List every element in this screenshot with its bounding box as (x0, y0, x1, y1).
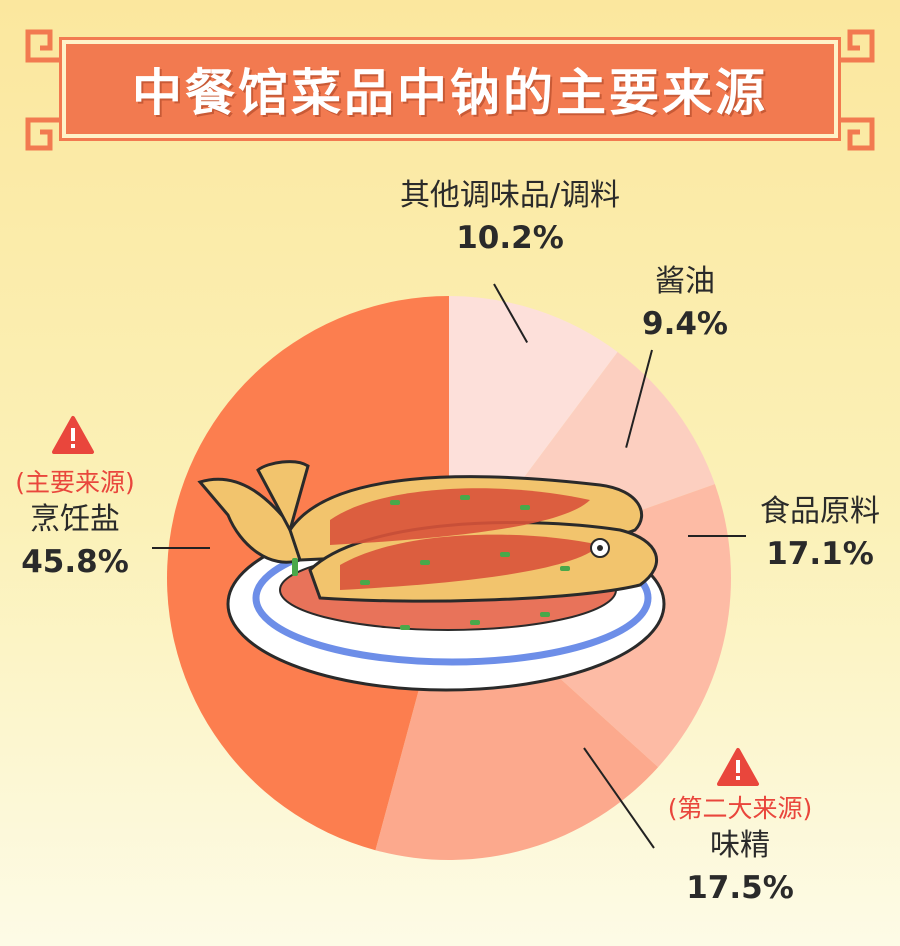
slice-label: 味精 (710, 828, 770, 863)
warning-triangle-icon (717, 748, 759, 786)
warning-triangle-icon (52, 416, 94, 454)
braised-fish-plate-icon (197, 460, 666, 692)
leader-msg (583, 747, 655, 849)
label-cooking-salt: (主要来源) 烹饪盐 45.8% (0, 466, 150, 584)
chart-title: 中餐馆菜品中钠的主要来源 (132, 64, 768, 122)
second-source-tag: (第二大来源) (667, 794, 813, 823)
slice-value: 45.8% (21, 544, 129, 580)
leader-other-seasonings (493, 283, 529, 343)
slice-label: 食品原料 (760, 494, 880, 529)
slice-value: 17.1% (766, 536, 874, 572)
label-food-ingredients: 食品原料 17.1% (740, 492, 900, 576)
label-soy-sauce: 酱油 9.4% (620, 262, 750, 346)
main-source-tag: (主要来源) (15, 468, 135, 497)
slice-value: 17.5% (686, 870, 794, 906)
leader-soy-sauce (625, 349, 653, 448)
label-other-seasonings: 其他调味品/调料 10.2% (340, 176, 680, 260)
leader-lines (152, 283, 746, 849)
slice-label: 酱油 (655, 264, 715, 299)
slice-value: 9.4% (642, 306, 728, 342)
label-msg: (第二大来源) 味精 17.5% (640, 792, 840, 910)
chinese-fret-corner-icon (25, 29, 875, 151)
slice-label: 烹饪盐 (30, 502, 120, 537)
slice-label: 其他调味品/调料 (399, 178, 621, 213)
title-banner: 中餐馆菜品中钠的主要来源 (59, 37, 841, 141)
slice-value: 10.2% (456, 220, 564, 256)
